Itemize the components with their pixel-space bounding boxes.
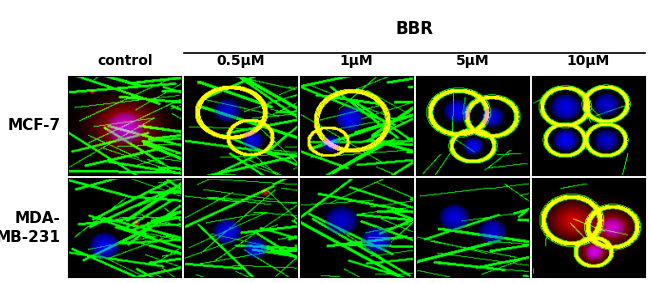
Text: 1μM: 1μM bbox=[340, 55, 373, 68]
Text: 10μM: 10μM bbox=[567, 55, 610, 68]
Text: MDA-
MB-231: MDA- MB-231 bbox=[0, 211, 60, 245]
Text: 0.5μM: 0.5μM bbox=[216, 55, 265, 68]
Text: control: control bbox=[97, 55, 153, 68]
Text: 5μM: 5μM bbox=[456, 55, 489, 68]
Text: BBR: BBR bbox=[395, 20, 434, 38]
Text: MCF-7: MCF-7 bbox=[7, 118, 60, 134]
